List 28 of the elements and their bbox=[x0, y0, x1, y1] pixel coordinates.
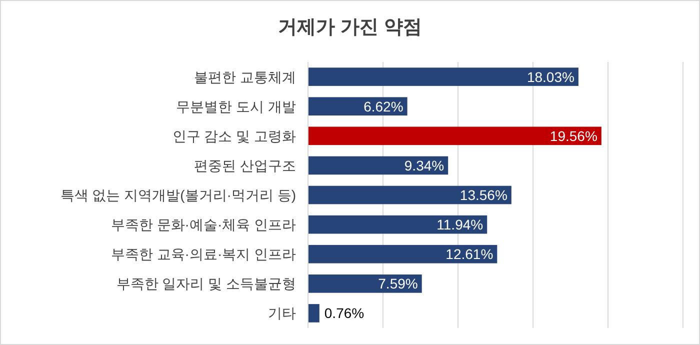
chart-title: 거제가 가진 약점 bbox=[278, 17, 422, 38]
data-label: 12.61% bbox=[446, 246, 494, 262]
data-label: 6.62% bbox=[364, 98, 404, 114]
data-label: 19.56% bbox=[550, 128, 598, 144]
y-tick-label: 인구 감소 및 고령화 bbox=[172, 128, 296, 144]
data-label: 9.34% bbox=[404, 157, 444, 174]
y-tick-label: 특색 없는 지역개발(볼거리·먹거리 등) bbox=[60, 187, 296, 203]
y-tick-label: 기타 bbox=[268, 305, 296, 322]
y-tick-label: 편중된 산업구조 bbox=[194, 157, 296, 174]
data-label: 11.94% bbox=[436, 216, 484, 233]
y-tick-label: 불편한 교통체계 bbox=[194, 68, 296, 85]
bar bbox=[308, 126, 602, 146]
bar bbox=[308, 156, 448, 175]
y-tick-label: 부족한 교육·의료·복지 인프라 bbox=[110, 246, 296, 262]
y-tick-label: 부족한 일자리 및 소득불균형 bbox=[116, 276, 296, 292]
data-label: 13.56% bbox=[460, 187, 508, 203]
y-tick-label: 무분별한 도시 개발 bbox=[176, 98, 296, 114]
bar bbox=[308, 215, 488, 234]
data-label: 18.03% bbox=[526, 68, 574, 85]
y-tick-label: 부족한 문화·예술·체육 인프라 bbox=[110, 216, 296, 233]
bar bbox=[308, 68, 578, 86]
bar bbox=[308, 97, 408, 116]
data-label: 0.76% bbox=[324, 305, 364, 322]
bar bbox=[308, 186, 512, 204]
bar bbox=[308, 244, 498, 264]
bar bbox=[308, 304, 320, 322]
bar bbox=[308, 274, 422, 293]
data-label: 7.59% bbox=[378, 276, 418, 292]
